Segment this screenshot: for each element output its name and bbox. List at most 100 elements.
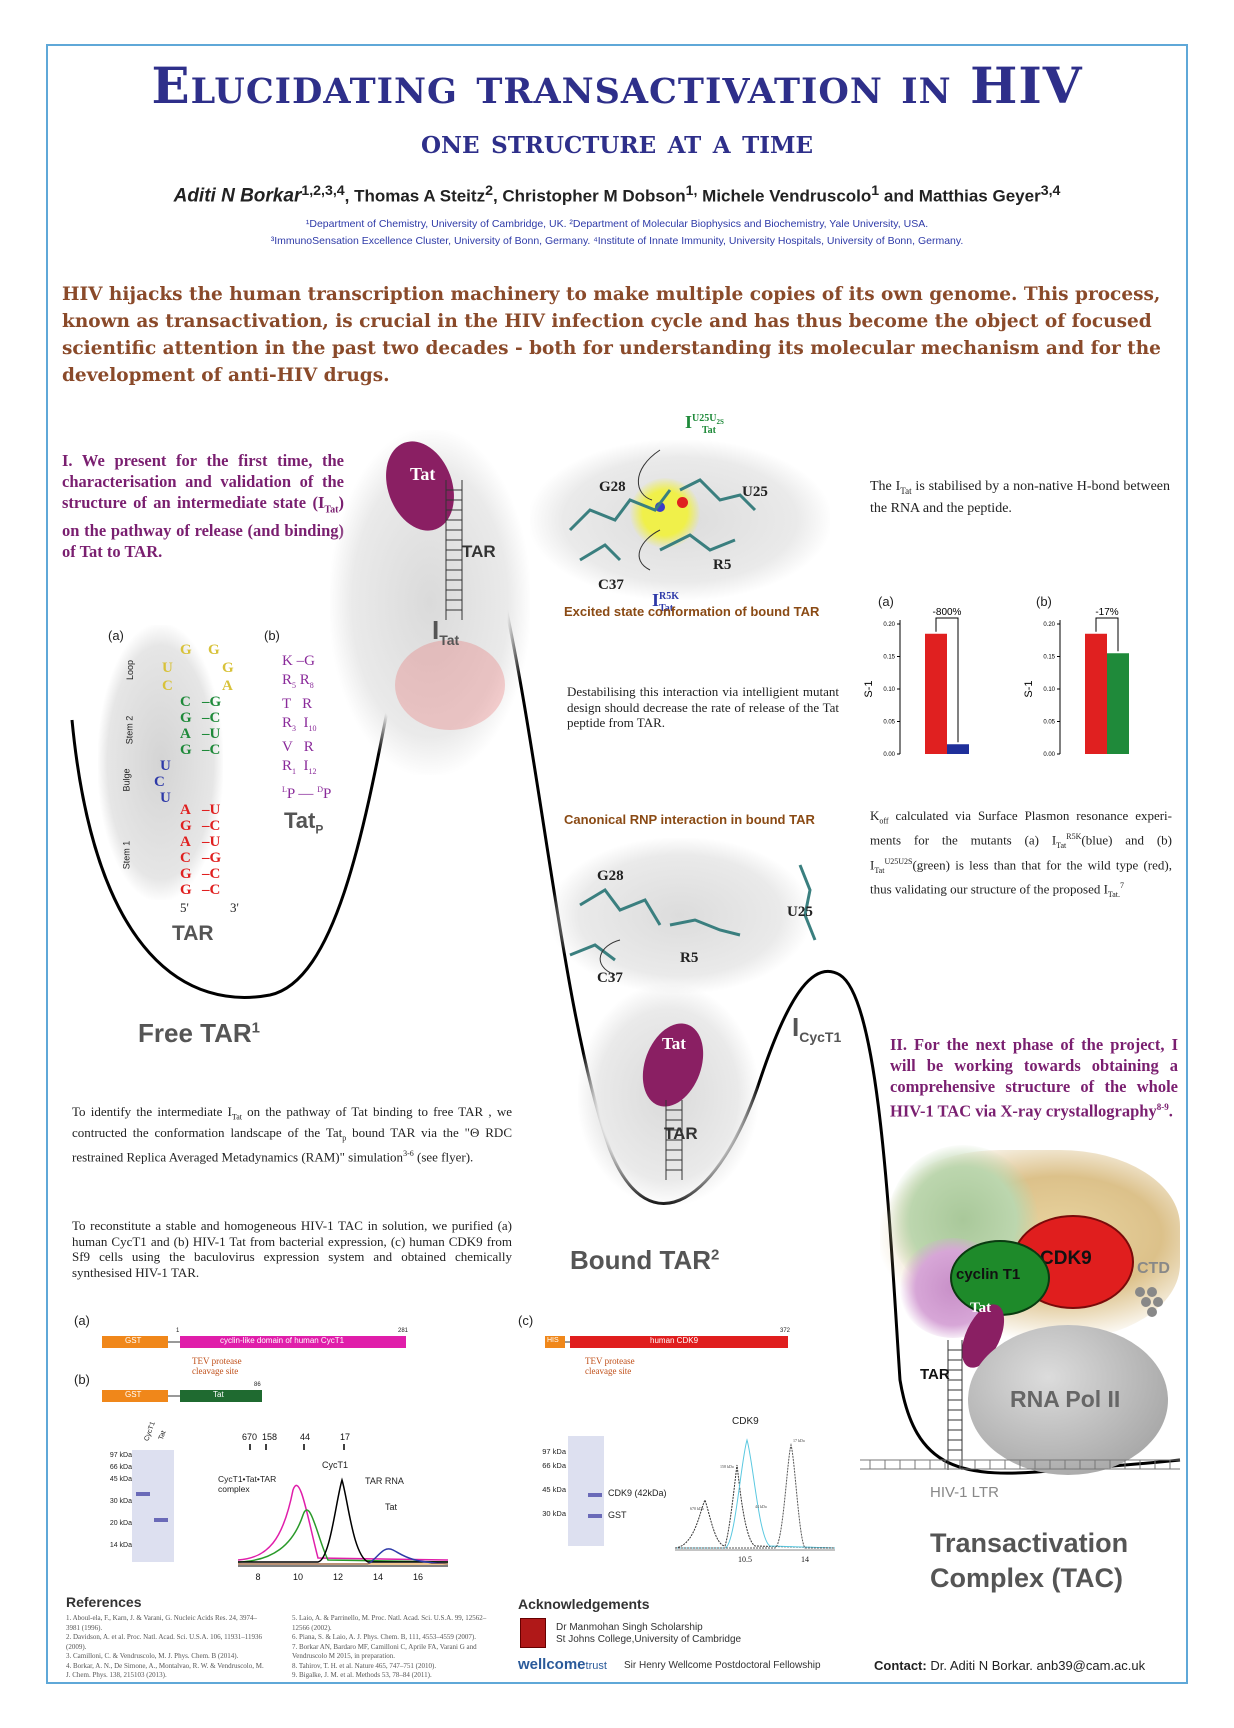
free-tar-label: Free TAR1: [138, 1018, 260, 1048]
canonical-surface: [550, 838, 810, 993]
linker-c: [565, 1341, 570, 1343]
gel2-band-cdk9: [588, 1493, 602, 1497]
y-tick-label: 0.15: [1043, 655, 1055, 661]
ctd-dots: [1135, 1287, 1163, 1317]
itat-stabilised-text: The ITat is stabilised by a non-native H…: [870, 479, 1171, 516]
y-axis-label: S-1: [863, 680, 875, 697]
cyclin-label: cyclin T1: [956, 1266, 1021, 1283]
construct-a-label: (a): [74, 1313, 90, 1328]
y-tick-label: 0.10: [1043, 687, 1055, 693]
linker-a: [168, 1341, 180, 1343]
wellcome-fellowship: Sir Henry Wellcome Postdoctoral Fellowsh…: [624, 1660, 821, 1671]
y-axis-label: S-1: [1023, 680, 1035, 697]
koff-chart-b: 0.00 0.05 0.10 0.15 0.20 S-1 -17%: [1023, 607, 1129, 758]
svg-text:–C: –C: [201, 742, 220, 758]
tar-label-bound: TAR: [664, 1124, 698, 1143]
gel2-band-gst: [588, 1514, 602, 1518]
tev-label-a: TEV protease cleavage site: [192, 1356, 242, 1376]
poster-frame: [46, 44, 1188, 1684]
affiliation-line-2: ³ImmunoSensation Excellence Cluster, Uni…: [270, 235, 964, 247]
gst-label-a: GST: [125, 1336, 142, 1345]
tar-panel-b-label: (b): [264, 628, 280, 643]
change-bracket: [935, 617, 959, 743]
tac-tar-label: TAR: [920, 1366, 950, 1383]
tar-label-free: TAR: [172, 922, 214, 945]
gel2-gst-label: GST: [608, 1510, 627, 1520]
u25-label-canonical: U25: [787, 904, 813, 920]
gst-label-b: GST: [125, 1390, 142, 1399]
tatp-label: TatP: [284, 808, 324, 837]
svg-text:C: C: [162, 678, 173, 694]
svg-text:–C: –C: [201, 710, 220, 726]
r5-label-excited: R5: [713, 557, 732, 573]
gel2-cdk9-label: CDK9 (42kDa): [608, 1488, 667, 1498]
reconstitute-text: To reconstitute a stable and homogeneous…: [72, 1218, 512, 1280]
bound-helix: [665, 1100, 683, 1180]
tac-title-1: Transactivation: [930, 1528, 1129, 1558]
r5-label-canonical: R5: [680, 950, 699, 966]
svg-text:G: G: [208, 642, 220, 658]
g28-label-excited: G28: [599, 479, 626, 495]
bulge-label: Bulge: [121, 768, 132, 792]
itat-helix: [445, 480, 463, 620]
bar-wild-type: [1085, 633, 1107, 754]
svg-text:A: A: [180, 802, 191, 818]
svg-text:–C: –C: [201, 818, 220, 834]
sec2-x-tick-14: 14: [801, 1555, 809, 1564]
stem2-label: Stem 2: [124, 715, 135, 745]
gel1-band-1: [136, 1492, 150, 1496]
sec-label-complex: CycT1•Tat•TAR complex: [218, 1474, 277, 1494]
tar-panel-a-label: (a): [108, 628, 124, 643]
tat-peptide-sequence: K –G R5 R8 T R R3 I10 V R R1 I12 LP — DP: [282, 653, 332, 802]
tar-5prime: 5': [180, 900, 189, 915]
sec-label-tat: Tat: [385, 1502, 398, 1512]
chart-a-title: (a): [878, 594, 894, 609]
svg-text:A: A: [180, 834, 191, 850]
svg-text:G: G: [180, 710, 192, 726]
landscape-method-text: To identify the intermediate ITat on the…: [72, 1104, 512, 1165]
tar-label-peak: TAR: [462, 542, 496, 561]
poster-title: Elucidating transactivation in HIV: [151, 56, 1083, 115]
sec-x-tick-8: 8: [255, 1572, 260, 1582]
excited-state-sticks: [568, 449, 757, 571]
sec-x-tick-10: 10: [293, 1572, 303, 1582]
tat-label-peak: Tat: [410, 464, 436, 484]
canonical-sticks: [569, 864, 817, 976]
svg-text:G: G: [180, 882, 192, 898]
sec-x-tick-14: 14: [373, 1572, 383, 1582]
cambridge-crest-icon: [520, 1618, 546, 1648]
tat-box: [180, 1390, 262, 1402]
svg-text:G: G: [222, 660, 234, 676]
author-list: Aditi N Borkar1,2,3,4, Thomas A Steitz2,…: [173, 183, 1061, 207]
svg-text:–U: –U: [201, 802, 221, 818]
references-left: 1. Aboul-ela, F., Karn, J. & Varani, G. …: [66, 1614, 264, 1679]
u25-label-excited: U25: [742, 484, 768, 500]
gst-box-b: [102, 1390, 168, 1402]
y-tick-label: 0.05: [1043, 720, 1055, 726]
his-box: [545, 1336, 565, 1348]
contact-line: Contact: Dr. Aditi N Borkar. anb39@cam.a…: [874, 1658, 1146, 1673]
tar-3prime: 3': [230, 900, 239, 915]
sec-label-tarrna: TAR RNA: [365, 1476, 404, 1486]
construct-c-label: (c): [518, 1313, 534, 1328]
intro-paragraph: HIV hijacks the human transcription mach…: [62, 284, 1161, 386]
canonical-caption: Canonical RNP interaction in bound TAR: [564, 812, 815, 827]
section-one-text: I. We present for the first time, the ch…: [62, 451, 344, 562]
u25u2s-label: IU25U2STat: [685, 412, 724, 436]
koff-chart-a: 0.00 0.05 0.10 0.15 0.20 S-1 -800%: [863, 607, 969, 758]
hiv-ltr-dna: [860, 1459, 1180, 1470]
change-bracket: [1095, 617, 1119, 652]
section-two-text: II. For the next phase of the project, I…: [890, 1035, 1178, 1121]
construct-b-end: 86: [254, 1382, 261, 1388]
lead-author: Aditi N Borkar: [173, 185, 302, 207]
svg-text:–C: –C: [201, 882, 220, 898]
stem1-label: Stem 1: [121, 840, 132, 870]
svg-text:U: U: [162, 660, 173, 676]
svg-text:G: G: [180, 866, 192, 882]
y-tick-label: 0.00: [883, 752, 895, 758]
icyct1-label: ICycT1: [792, 1012, 842, 1046]
y-tick-label: 0.15: [883, 655, 895, 661]
construct-a-start: 1: [176, 1328, 180, 1334]
svg-text:–G: –G: [201, 694, 222, 710]
